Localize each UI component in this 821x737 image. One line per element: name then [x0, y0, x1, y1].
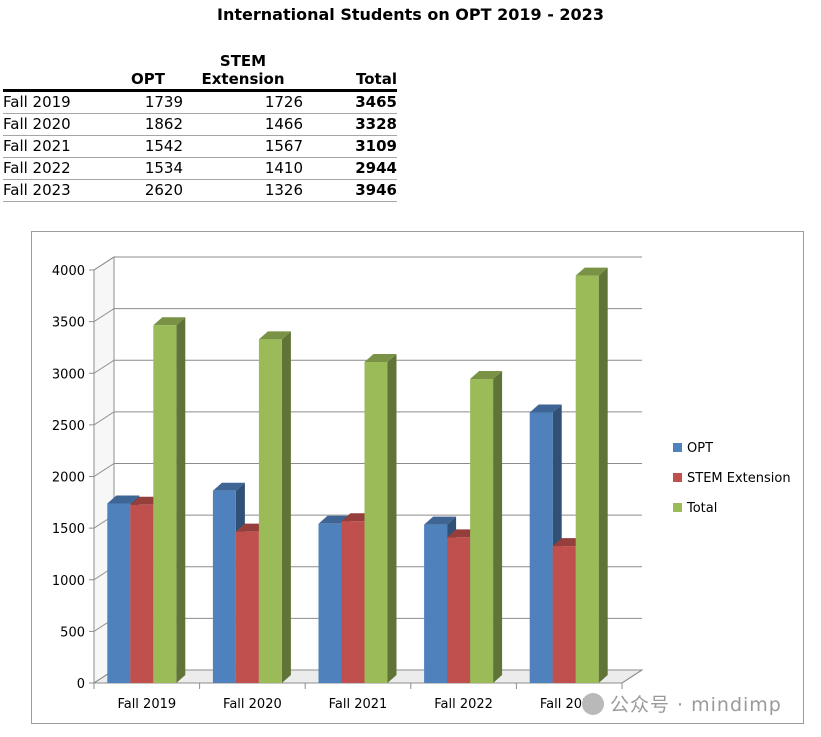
bar-opt-fall-2022-top [424, 516, 457, 525]
bar-chart: 0 500 1000 1500 2000 2500 3000 3500 4000 Fall 201… [52, 256, 791, 712]
y-tick-label: 1000 [52, 574, 85, 589]
gridline-depth [93, 308, 115, 323]
wechat-icon [582, 693, 604, 715]
row-total: 2944 [303, 157, 397, 180]
bar-opt-fall-2022 [424, 524, 448, 683]
y-tick-label: 0 [77, 677, 85, 692]
watermark-text: 公众号 · mindimp [610, 694, 782, 716]
gridline-depth [93, 256, 115, 271]
table-row: Fall 2020 1862 1466 3328 [3, 113, 397, 136]
bar-opt-fall-2023-top [529, 404, 562, 413]
row-opt: 1534 [113, 157, 183, 180]
table-row: Fall 2023 2620 1326 3946 [3, 179, 397, 202]
bar-opt-fall-2019 [107, 503, 131, 683]
row-stem: 1326 [183, 179, 303, 202]
table-row: Fall 2019 1739 1726 3465 [3, 90, 397, 114]
header-stem-line2: Extension [201, 70, 285, 88]
row-stem: 1726 [183, 90, 303, 114]
bar-opt-fall-2023 [529, 412, 553, 683]
row-label: Fall 2022 [3, 157, 113, 180]
table-header-row: OPT STEM Extension Total [3, 52, 397, 92]
x-tick-label: Fall 2021 [329, 697, 388, 712]
watermark: 公众号 · mindimp [582, 690, 782, 717]
bar-total-fall-2019-top [153, 317, 186, 326]
bar-total-fall-2022-top [470, 371, 503, 380]
x-tick-label: Fall 2022 [434, 697, 493, 712]
bar-stem-extension-fall-2021 [341, 521, 365, 683]
bar-opt-fall-2019-top [107, 495, 140, 504]
row-label: Fall 2019 [3, 90, 113, 114]
bar-total-fall-2023-top [575, 267, 608, 276]
legend-swatch [673, 503, 682, 512]
row-opt: 1862 [113, 113, 183, 136]
row-opt: 1542 [113, 135, 183, 158]
bar-total-fall-2020 [258, 339, 282, 683]
y-tick-label: 3500 [52, 316, 85, 331]
table-row: Fall 2021 1542 1567 3109 [3, 135, 397, 158]
bar-total-fall-2021 [364, 361, 388, 683]
legend-entry: STEM Extension [687, 471, 791, 486]
bar-stem-extension-fall-2023 [552, 546, 576, 683]
gridline-depth [93, 463, 115, 477]
bar-total-fall-2022 [470, 379, 494, 683]
row-label: Fall 2021 [3, 135, 113, 158]
legend-swatch [673, 473, 682, 482]
bar-stem-extension-fall-2022 [447, 537, 471, 683]
header-label [3, 52, 113, 92]
row-opt: 2620 [113, 179, 183, 202]
row-total: 3465 [303, 90, 397, 114]
bar-total-fall-2021-top [364, 353, 397, 362]
page-title: International Students on OPT 2019 - 202… [217, 5, 604, 24]
row-total: 3109 [303, 135, 397, 158]
gridline-depth [93, 359, 115, 374]
row-stem: 1410 [183, 157, 303, 180]
legend-entry: OPT [687, 441, 713, 456]
y-tick-label: 3000 [52, 367, 85, 382]
row-stem: 1567 [183, 135, 303, 158]
table-row: Fall 2022 1534 1410 2944 [3, 157, 397, 180]
bar-total-fall-2023 [575, 275, 599, 683]
header-stem: STEM Extension [183, 52, 303, 92]
row-opt: 1739 [113, 90, 183, 114]
chart-frame: 0 500 1000 1500 2000 2500 3000 3500 4000 Fall 201… [31, 231, 804, 724]
bar-opt-fall-2020 [212, 490, 236, 683]
row-label: Fall 2023 [3, 179, 113, 202]
row-total: 3328 [303, 113, 397, 136]
bar-opt-fall-2021 [318, 523, 342, 683]
header-total: Total [303, 52, 397, 92]
bar-total-fall-2021-side [387, 353, 397, 683]
y-tick-label: 4000 [52, 264, 85, 279]
bar-total-fall-2022-side [493, 371, 503, 683]
legend-swatch [673, 443, 682, 452]
bar-stem-extension-fall-2020 [235, 531, 259, 683]
x-tick-label: Fall 2020 [223, 697, 282, 712]
x-tick-label: Fall 2019 [117, 697, 176, 712]
bar-total-fall-2020-side [281, 331, 291, 683]
y-tick-label: 2000 [52, 471, 85, 486]
legend-entry: Total [686, 501, 717, 516]
bar-total-fall-2019 [153, 325, 177, 683]
header-stem-line1: STEM [219, 52, 267, 70]
row-label: Fall 2020 [3, 113, 113, 136]
bar-total-fall-2023-side [598, 267, 608, 683]
bar-opt-fall-2020-top [212, 482, 245, 491]
row-total: 3946 [303, 179, 397, 202]
y-tick-label: 1500 [52, 522, 85, 537]
y-tick-label: 2500 [52, 419, 85, 434]
row-stem: 1466 [183, 113, 303, 136]
header-opt: OPT [113, 52, 183, 92]
bar-total-fall-2019-side [176, 317, 186, 683]
bar-total-fall-2020-top [258, 331, 291, 340]
bar-stem-extension-fall-2019 [130, 504, 154, 683]
y-tick-label: 500 [60, 625, 85, 640]
summary-table: OPT STEM Extension Total Fall 2019 1739 1… [3, 52, 397, 202]
gridline-depth [93, 411, 115, 426]
x-axis-depth [621, 669, 643, 684]
